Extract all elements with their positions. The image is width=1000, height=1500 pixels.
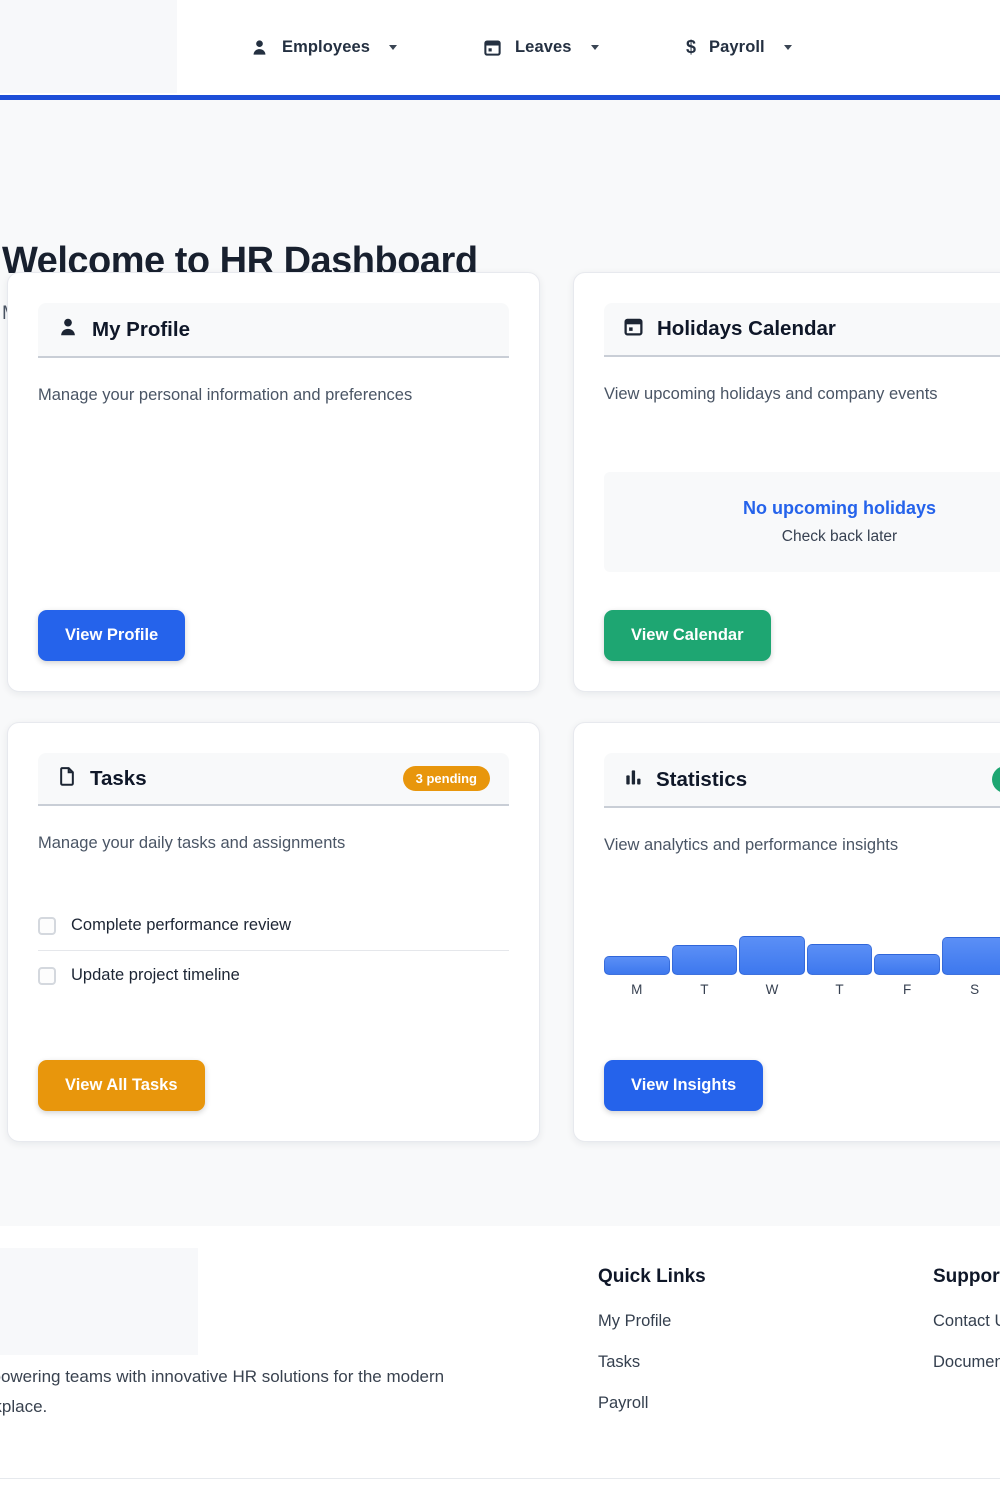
person-icon xyxy=(250,38,269,57)
view-calendar-button[interactable]: View Calendar xyxy=(604,610,771,661)
main-content: Welcome to HR Dashboard Manage your HR t… xyxy=(0,100,1000,1226)
card-description: View analytics and performance insights xyxy=(604,836,899,854)
card-header: Holidays Calendar xyxy=(604,303,1000,357)
footer-link-contact[interactable]: Contact Us xyxy=(933,1312,1000,1330)
chart-bar-label: T xyxy=(835,982,844,997)
chart-bar-label: F xyxy=(902,982,912,997)
person-icon xyxy=(57,316,79,343)
chevron-down-icon xyxy=(389,45,398,50)
empty-state-subtitle: Check back later xyxy=(781,528,898,545)
nav-label: Payroll xyxy=(709,38,765,56)
nav-item-employees[interactable]: Employees xyxy=(250,0,398,95)
top-navbar: Employees Leaves $ Payroll xyxy=(0,0,1000,95)
card-description: Manage your daily tasks and assignments xyxy=(38,834,346,852)
chart-bar-label: S xyxy=(970,982,980,997)
footer-link-my-profile[interactable]: My Profile xyxy=(598,1312,672,1330)
footer-column-support: Support Contact Us Documentation xyxy=(933,1266,1000,1394)
chart-bar-label: T xyxy=(700,982,709,997)
navbar-accent-bar xyxy=(0,95,1000,100)
nav-item-payroll[interactable]: $ Payroll xyxy=(686,0,792,95)
footer-logo-placeholder xyxy=(0,1248,198,1355)
logo-placeholder xyxy=(0,0,177,93)
chart-bar xyxy=(941,937,1000,975)
bar-chart xyxy=(604,935,1000,975)
card-header: Tasks 3 pending xyxy=(38,753,509,806)
status-badge xyxy=(992,766,1000,793)
card-title: My Profile xyxy=(92,317,190,341)
card-title: Tasks xyxy=(90,766,147,790)
chart-bar xyxy=(671,945,738,975)
footer-link-tasks[interactable]: Tasks xyxy=(598,1353,641,1371)
nav-item-leaves[interactable]: Leaves xyxy=(483,0,599,95)
task-label: Update project timeline xyxy=(71,966,240,984)
task-row: Update project timeline xyxy=(38,950,509,1000)
bar-chart-icon xyxy=(623,767,643,792)
no-holidays-box: No upcoming holidays Check back later xyxy=(604,472,1000,572)
card-my-profile: My Profile Manage your personal informat… xyxy=(7,272,540,692)
footer-tagline: Empowering teams with innovative HR solu… xyxy=(0,1367,445,1416)
file-icon xyxy=(57,766,77,791)
empty-state-title: No upcoming holidays xyxy=(742,498,936,518)
chart-bar xyxy=(806,944,873,975)
footer-link-documentation[interactable]: Documentation xyxy=(933,1353,1000,1371)
card-holidays-calendar: Holidays Calendar View upcoming holidays… xyxy=(573,272,1000,692)
pending-count-badge: 3 pending xyxy=(402,766,490,791)
view-insights-button[interactable]: View Insights xyxy=(604,1060,764,1111)
chart-bar-label: W xyxy=(765,982,779,997)
footer: Empowering teams with innovative HR solu… xyxy=(0,1226,1000,1500)
view-profile-button[interactable]: View Profile xyxy=(38,610,186,661)
footer-heading: Support xyxy=(933,1266,1000,1287)
footer-divider xyxy=(0,1478,1000,1479)
chevron-down-icon xyxy=(783,45,792,50)
view-all-tasks-button[interactable]: View All Tasks xyxy=(38,1060,205,1111)
card-title: Holidays Calendar xyxy=(657,317,836,340)
card-statistics: Statistics View analytics and performanc… xyxy=(573,722,1000,1142)
bar-chart-labels: MTWTFSS xyxy=(604,982,1000,997)
card-title: Statistics xyxy=(656,767,748,791)
nav-label: Employees xyxy=(282,38,371,56)
nav-label: Leaves xyxy=(515,38,572,56)
task-checkbox[interactable] xyxy=(38,916,56,935)
dollar-icon: $ xyxy=(686,37,697,57)
card-header: My Profile xyxy=(38,303,509,358)
task-label: Complete performance review xyxy=(71,916,292,934)
card-description: View upcoming holidays and company event… xyxy=(604,385,938,403)
task-row: Complete performance review xyxy=(38,901,509,950)
task-checkbox[interactable] xyxy=(38,966,56,985)
chart-bar xyxy=(739,936,805,975)
footer-heading: Quick Links xyxy=(598,1266,706,1287)
task-list: Complete performance review Update proje… xyxy=(38,901,509,1000)
chevron-down-icon xyxy=(590,45,599,50)
calendar-icon xyxy=(623,316,644,342)
chart-bar-label: M xyxy=(631,982,643,997)
footer-column-quick-links: Quick Links My Profile Tasks Payroll xyxy=(598,1266,706,1435)
card-description: Manage your personal information and pre… xyxy=(38,386,413,404)
chart-bar xyxy=(874,954,940,975)
card-header: Statistics xyxy=(604,753,1000,808)
card-tasks: Tasks 3 pending Manage your daily tasks … xyxy=(7,722,540,1142)
footer-link-payroll[interactable]: Payroll xyxy=(598,1394,649,1412)
calendar-icon xyxy=(483,38,502,57)
chart-bar xyxy=(604,956,670,975)
